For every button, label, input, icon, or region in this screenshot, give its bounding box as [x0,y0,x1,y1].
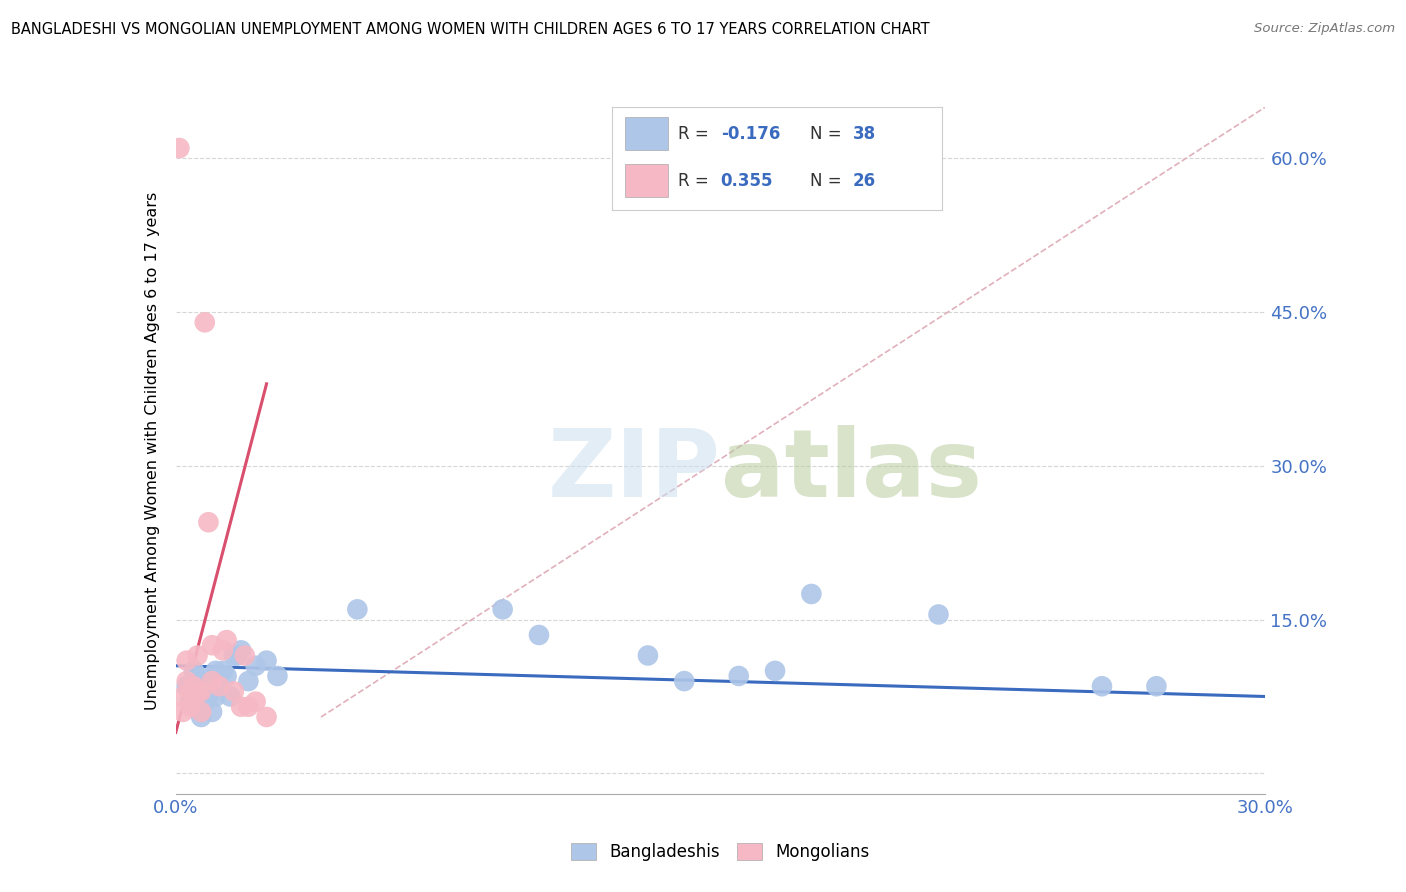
Legend: Bangladeshis, Mongolians: Bangladeshis, Mongolians [565,837,876,868]
Point [190,684,212,698]
Point [197,690,219,704]
Text: BANGLADESHI VS MONGOLIAN UNEMPLOYMENT AMONG WOMEN WITH CHILDREN AGES 6 TO 17 YEA: BANGLADESHI VS MONGOLIAN UNEMPLOYMENT AM… [11,22,929,37]
Point [215,669,238,683]
Point [346,602,368,616]
Point [176,679,198,693]
Point [238,699,260,714]
Point [194,315,217,329]
Point [172,690,194,704]
Point [256,710,278,724]
Point [190,705,212,719]
Point [928,607,950,622]
Point [238,674,260,689]
Point [1146,679,1168,693]
FancyBboxPatch shape [624,118,668,150]
Point [190,684,212,698]
Point [226,648,249,663]
Text: R =: R = [678,125,714,143]
Point [727,669,749,683]
Point [186,686,209,700]
Point [208,679,231,693]
Text: -0.176: -0.176 [721,125,780,143]
Point [183,664,205,678]
FancyBboxPatch shape [624,164,668,197]
Point [215,633,238,648]
Point [176,654,198,668]
Text: 38: 38 [853,125,876,143]
Point [245,658,267,673]
Point [527,628,550,642]
Point [201,638,224,652]
Point [169,141,191,155]
Text: atlas: atlas [721,425,981,517]
Point [183,690,205,704]
Point [231,643,253,657]
Point [194,695,217,709]
Point [183,690,205,704]
Point [800,587,823,601]
Text: Source: ZipAtlas.com: Source: ZipAtlas.com [1254,22,1395,36]
Point [197,515,219,529]
Point [208,679,231,693]
Point [186,648,209,663]
Point [179,695,201,709]
Point [231,699,253,714]
Text: ZIP: ZIP [548,425,721,517]
Point [763,664,786,678]
Point [176,674,198,689]
Point [212,664,235,678]
Point [492,602,515,616]
Point [233,648,256,663]
Point [204,664,226,678]
Point [222,648,245,663]
Point [1091,679,1114,693]
Text: 26: 26 [853,172,876,190]
Text: R =: R = [678,172,714,190]
Point [673,674,696,689]
Point [637,648,659,663]
Point [219,690,242,704]
Point [201,705,224,719]
Point [186,669,209,683]
Point [179,684,201,698]
Point [194,674,217,689]
Point [179,699,201,714]
Point [245,695,267,709]
Text: N =: N = [810,172,846,190]
Point [186,699,209,714]
Point [201,674,224,689]
Point [197,684,219,698]
Y-axis label: Unemployment Among Women with Children Ages 6 to 17 years: Unemployment Among Women with Children A… [145,192,160,709]
Point [204,690,226,704]
Point [222,684,245,698]
Text: 0.355: 0.355 [721,172,773,190]
Point [190,710,212,724]
Point [172,705,194,719]
Point [212,643,235,657]
Point [201,669,224,683]
Point [266,669,288,683]
Point [256,654,278,668]
Point [183,679,205,693]
Text: N =: N = [810,125,846,143]
